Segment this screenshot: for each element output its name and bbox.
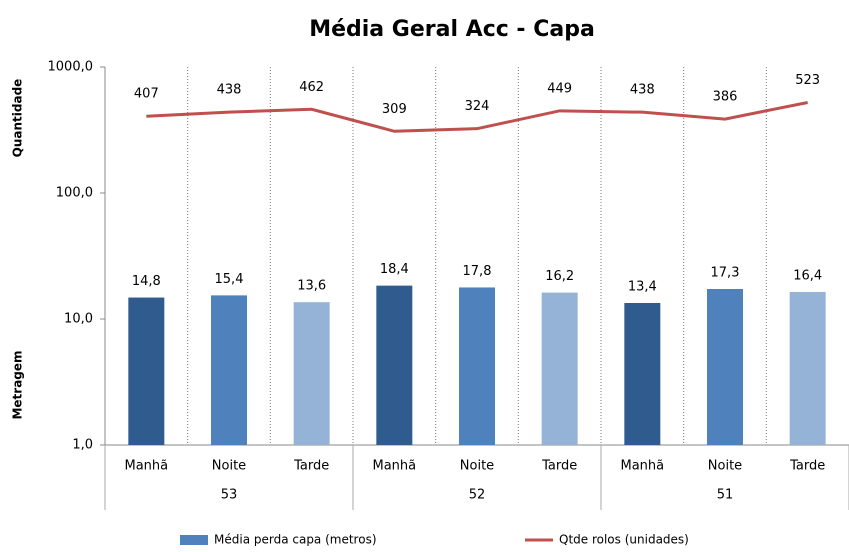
y-tick-label: 1000,0 (48, 60, 94, 75)
x-tick-label: Tarde (789, 459, 825, 474)
data-label: 16,4 (793, 268, 822, 283)
y-axis-title: Quantidade (11, 79, 25, 158)
legend-label: Média perda capa (metros) (214, 533, 377, 547)
data-label: 13,6 (297, 279, 326, 294)
data-label: 16,2 (545, 269, 574, 284)
bar (293, 302, 330, 445)
data-label: 13,4 (628, 279, 657, 294)
data-label: 386 (713, 90, 738, 105)
group-label: 53 (221, 488, 238, 503)
bar (541, 292, 578, 445)
x-tick-label: Manhã (373, 459, 417, 474)
data-label: 438 (630, 83, 655, 98)
y-axis-title: Metragem (11, 350, 25, 419)
bar (211, 295, 247, 445)
data-label: 462 (299, 80, 324, 95)
y-tick-label: 100,0 (56, 186, 93, 201)
data-label: 438 (217, 83, 242, 98)
data-label: 14,8 (132, 274, 161, 289)
group-label: 51 (717, 488, 734, 503)
group-label: 52 (469, 488, 486, 503)
data-label: 15,4 (215, 272, 244, 287)
x-tick-label: Noite (708, 459, 742, 474)
x-tick-label: Tarde (293, 459, 329, 474)
bar (624, 302, 661, 445)
data-label: 407 (134, 87, 159, 102)
bar (128, 297, 165, 445)
data-label: 523 (795, 73, 820, 88)
y-tick-label: 10,0 (64, 312, 93, 327)
x-tick-label: Manhã (125, 459, 169, 474)
legend-label: Qtde rolos (unidades) (559, 533, 689, 547)
bar (459, 287, 495, 445)
data-label: 449 (547, 81, 572, 96)
x-tick-label: Manhã (621, 459, 665, 474)
data-label: 17,8 (463, 264, 492, 279)
y-tick-label: 1,0 (72, 438, 93, 453)
data-label: 18,4 (380, 262, 409, 277)
x-tick-label: Tarde (541, 459, 577, 474)
x-tick-label: Noite (460, 459, 494, 474)
chart-title: Média Geral Acc - Capa (309, 17, 595, 42)
line (146, 100, 808, 133)
data-label: 17,3 (711, 266, 740, 281)
bar (376, 285, 413, 445)
x-tick-label: Noite (212, 459, 246, 474)
legend-swatch (180, 535, 208, 545)
data-label: 309 (382, 102, 407, 117)
bar (707, 289, 743, 445)
data-label: 324 (465, 99, 490, 114)
bar (789, 291, 826, 445)
